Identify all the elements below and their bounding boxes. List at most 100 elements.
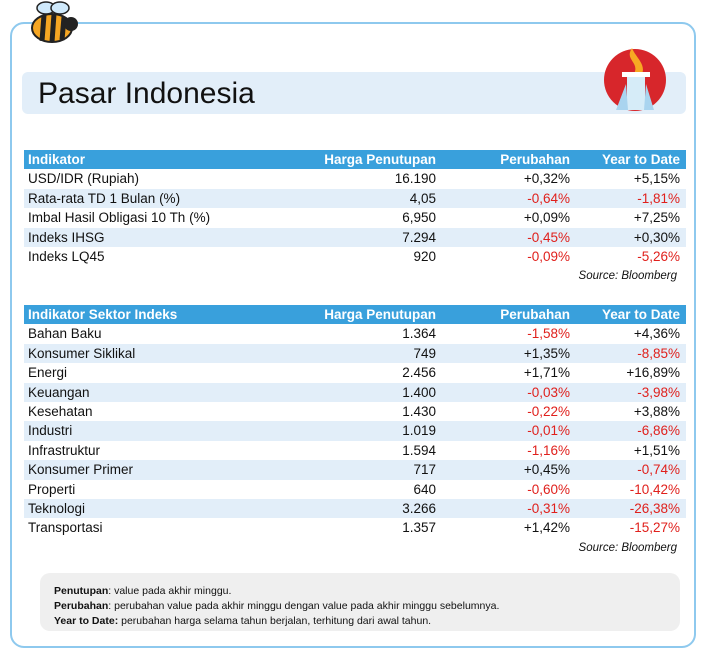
- table-cell: Keuangan: [28, 384, 90, 400]
- table-cell: -8,85%: [637, 345, 680, 361]
- table-cell: Indeks IHSG: [28, 229, 105, 245]
- table-cell: Indeks LQ45: [28, 249, 105, 264]
- column-header: Year to Date: [601, 152, 680, 167]
- table-cell: Bahan Baku: [28, 326, 102, 342]
- table-cell: -5,26%: [637, 249, 680, 264]
- table-cell: Rata-rata TD 1 Bulan (%): [28, 190, 181, 206]
- note-text: : value pada akhir minggu.: [108, 585, 232, 597]
- table-cell: +4,36%: [633, 326, 680, 342]
- table-cell: -0,09%: [527, 249, 570, 264]
- table-cell: -15,27%: [629, 520, 680, 536]
- note-term: Perubahan: [54, 600, 109, 612]
- table-cell: 16.190: [394, 171, 436, 187]
- frame: [10, 22, 696, 648]
- table-cell: Konsumer Siklikal: [28, 345, 136, 361]
- table-cell: -0,45%: [527, 229, 570, 245]
- source: Source: Bloomberg: [578, 270, 677, 283]
- table-cell: 1.357: [402, 520, 436, 536]
- column-header: Perubahan: [500, 307, 570, 322]
- note: Year to Date: perubahan harga selama tah…: [54, 614, 431, 628]
- table-row: Indeks IHSG 7.294 -0,45% +0,30%: [24, 227, 686, 247]
- table-cell: -1,58%: [527, 326, 570, 342]
- table-row: Teknologi 3.266 -0,31% -26,38%: [24, 499, 686, 519]
- note-text: perubahan harga selama tahun berjalan, t…: [118, 615, 432, 627]
- table-cell: 3.266: [402, 501, 436, 516]
- table-cell: +16,89%: [626, 365, 680, 381]
- table-row: Bahan Baku 1.364 -1,58% +4,36%: [24, 324, 686, 343]
- table-cell: -0,74%: [637, 462, 680, 478]
- column-header: Perubahan: [500, 152, 570, 167]
- table-cell: +7,25%: [633, 210, 680, 226]
- table-cell: +3,88%: [633, 404, 680, 419]
- table-cell: +1,71%: [523, 365, 570, 381]
- table-row: USD/IDR (Rupiah) 16.190 +0,32% +5,15%: [24, 169, 686, 188]
- logo: [604, 48, 666, 111]
- table-cell: +5,15%: [633, 171, 680, 187]
- table-cell: 6,950: [402, 210, 436, 226]
- table-header: Indikator Sektor Indeks Harga Penutupan Pe…: [24, 305, 686, 325]
- table-cell: -1,81%: [637, 190, 680, 206]
- table-cell: Kesehatan: [28, 404, 93, 419]
- table-cell: 7.294: [402, 229, 436, 245]
- table-header: Indikator Harga Penutupan Perubahan Year to…: [24, 150, 686, 170]
- table-cell: Teknologi: [28, 501, 86, 516]
- table-cell: 920: [413, 249, 436, 264]
- table-cell: +1,51%: [633, 442, 680, 458]
- title: Pasar Indonesia: [38, 77, 255, 110]
- table-row: Properti 640 -0,60% -10,42%: [24, 480, 686, 499]
- table-cell: 2.456: [402, 365, 436, 381]
- table-row: Industri 1.019 -0,01% -6,86%: [24, 421, 686, 441]
- table-cell: 1.364: [402, 326, 436, 342]
- table-row: Indeks LQ45 920 -0,09% -5,26%: [24, 247, 686, 266]
- table-cell: Transportasi: [28, 520, 103, 536]
- table-cell: -0,03%: [527, 384, 570, 400]
- table-cell: 1.400: [402, 384, 436, 400]
- table-cell: Properti: [28, 481, 76, 497]
- table-cell: -0,31%: [527, 501, 570, 516]
- table-row: Transportasi 1.357 +1,42% -15,27%: [24, 518, 686, 537]
- notes-box: [40, 573, 680, 631]
- table-cell: 749: [413, 345, 436, 361]
- table-cell: Infrastruktur: [28, 442, 101, 458]
- table-cell: Imbal Hasil Obligasi 10 Th (%): [28, 210, 211, 226]
- table-cell: -10,42%: [629, 481, 680, 497]
- table-cell: +1,35%: [523, 345, 570, 361]
- table-cell: +0,30%: [633, 229, 680, 245]
- table-cell: +0,45%: [523, 462, 570, 478]
- table-row: Kesehatan 1.430 -0,22% +3,88%: [24, 402, 686, 421]
- bee-icon: [31, 1, 78, 43]
- column-header: Year to Date: [601, 307, 680, 322]
- table-cell: 717: [413, 462, 436, 478]
- table-cell: 1.019: [402, 423, 436, 439]
- table-cell: -0,22%: [527, 404, 570, 419]
- note-term: Penutupan: [54, 585, 109, 597]
- column-header: Harga Penutupan: [324, 307, 436, 322]
- table-cell: -0,64%: [527, 190, 570, 206]
- table-cell: 640: [413, 481, 436, 497]
- note-term: Year to Date:: [54, 615, 119, 627]
- table-cell: -3,98%: [637, 384, 680, 400]
- table-cell: 4,05: [409, 190, 436, 206]
- column-header: Harga Penutupan: [324, 152, 436, 167]
- table-cell: -0,60%: [527, 481, 570, 497]
- table-cell: Industri: [28, 423, 73, 439]
- table-row: Rata-rata TD 1 Bulan (%) 4,05 -0,64% -1,81%: [24, 188, 686, 209]
- table-cell: 1.430: [402, 404, 436, 419]
- table-cell: Konsumer Primer: [28, 462, 134, 478]
- table-row: Konsumer Primer 717 +0,45% -0,74%: [24, 460, 686, 480]
- table-cell: -0,01%: [527, 423, 570, 439]
- note: Penutupan: value pada akhir minggu.: [54, 584, 231, 598]
- table-cell: +1,42%: [523, 520, 570, 536]
- table-row: Konsumer Siklikal 749 +1,35% -8,85%: [24, 343, 686, 364]
- table-cell: Energi: [28, 365, 68, 381]
- table-row: Keuangan 1.400 -0,03% -3,98%: [24, 382, 686, 402]
- column-header: Indikator: [28, 152, 86, 167]
- source: Source: Bloomberg: [578, 541, 677, 554]
- table-row: Infrastruktur 1.594 -1,16% +1,51%: [24, 441, 686, 460]
- table-cell: -6,86%: [637, 423, 680, 439]
- note-text: : perubahan value pada akhir minggu deng…: [108, 600, 500, 612]
- table-row: Energi 2.456 +1,71% +16,89%: [24, 363, 686, 382]
- table-cell: USD/IDR (Rupiah): [28, 171, 140, 187]
- table-cell: -1,16%: [527, 442, 570, 458]
